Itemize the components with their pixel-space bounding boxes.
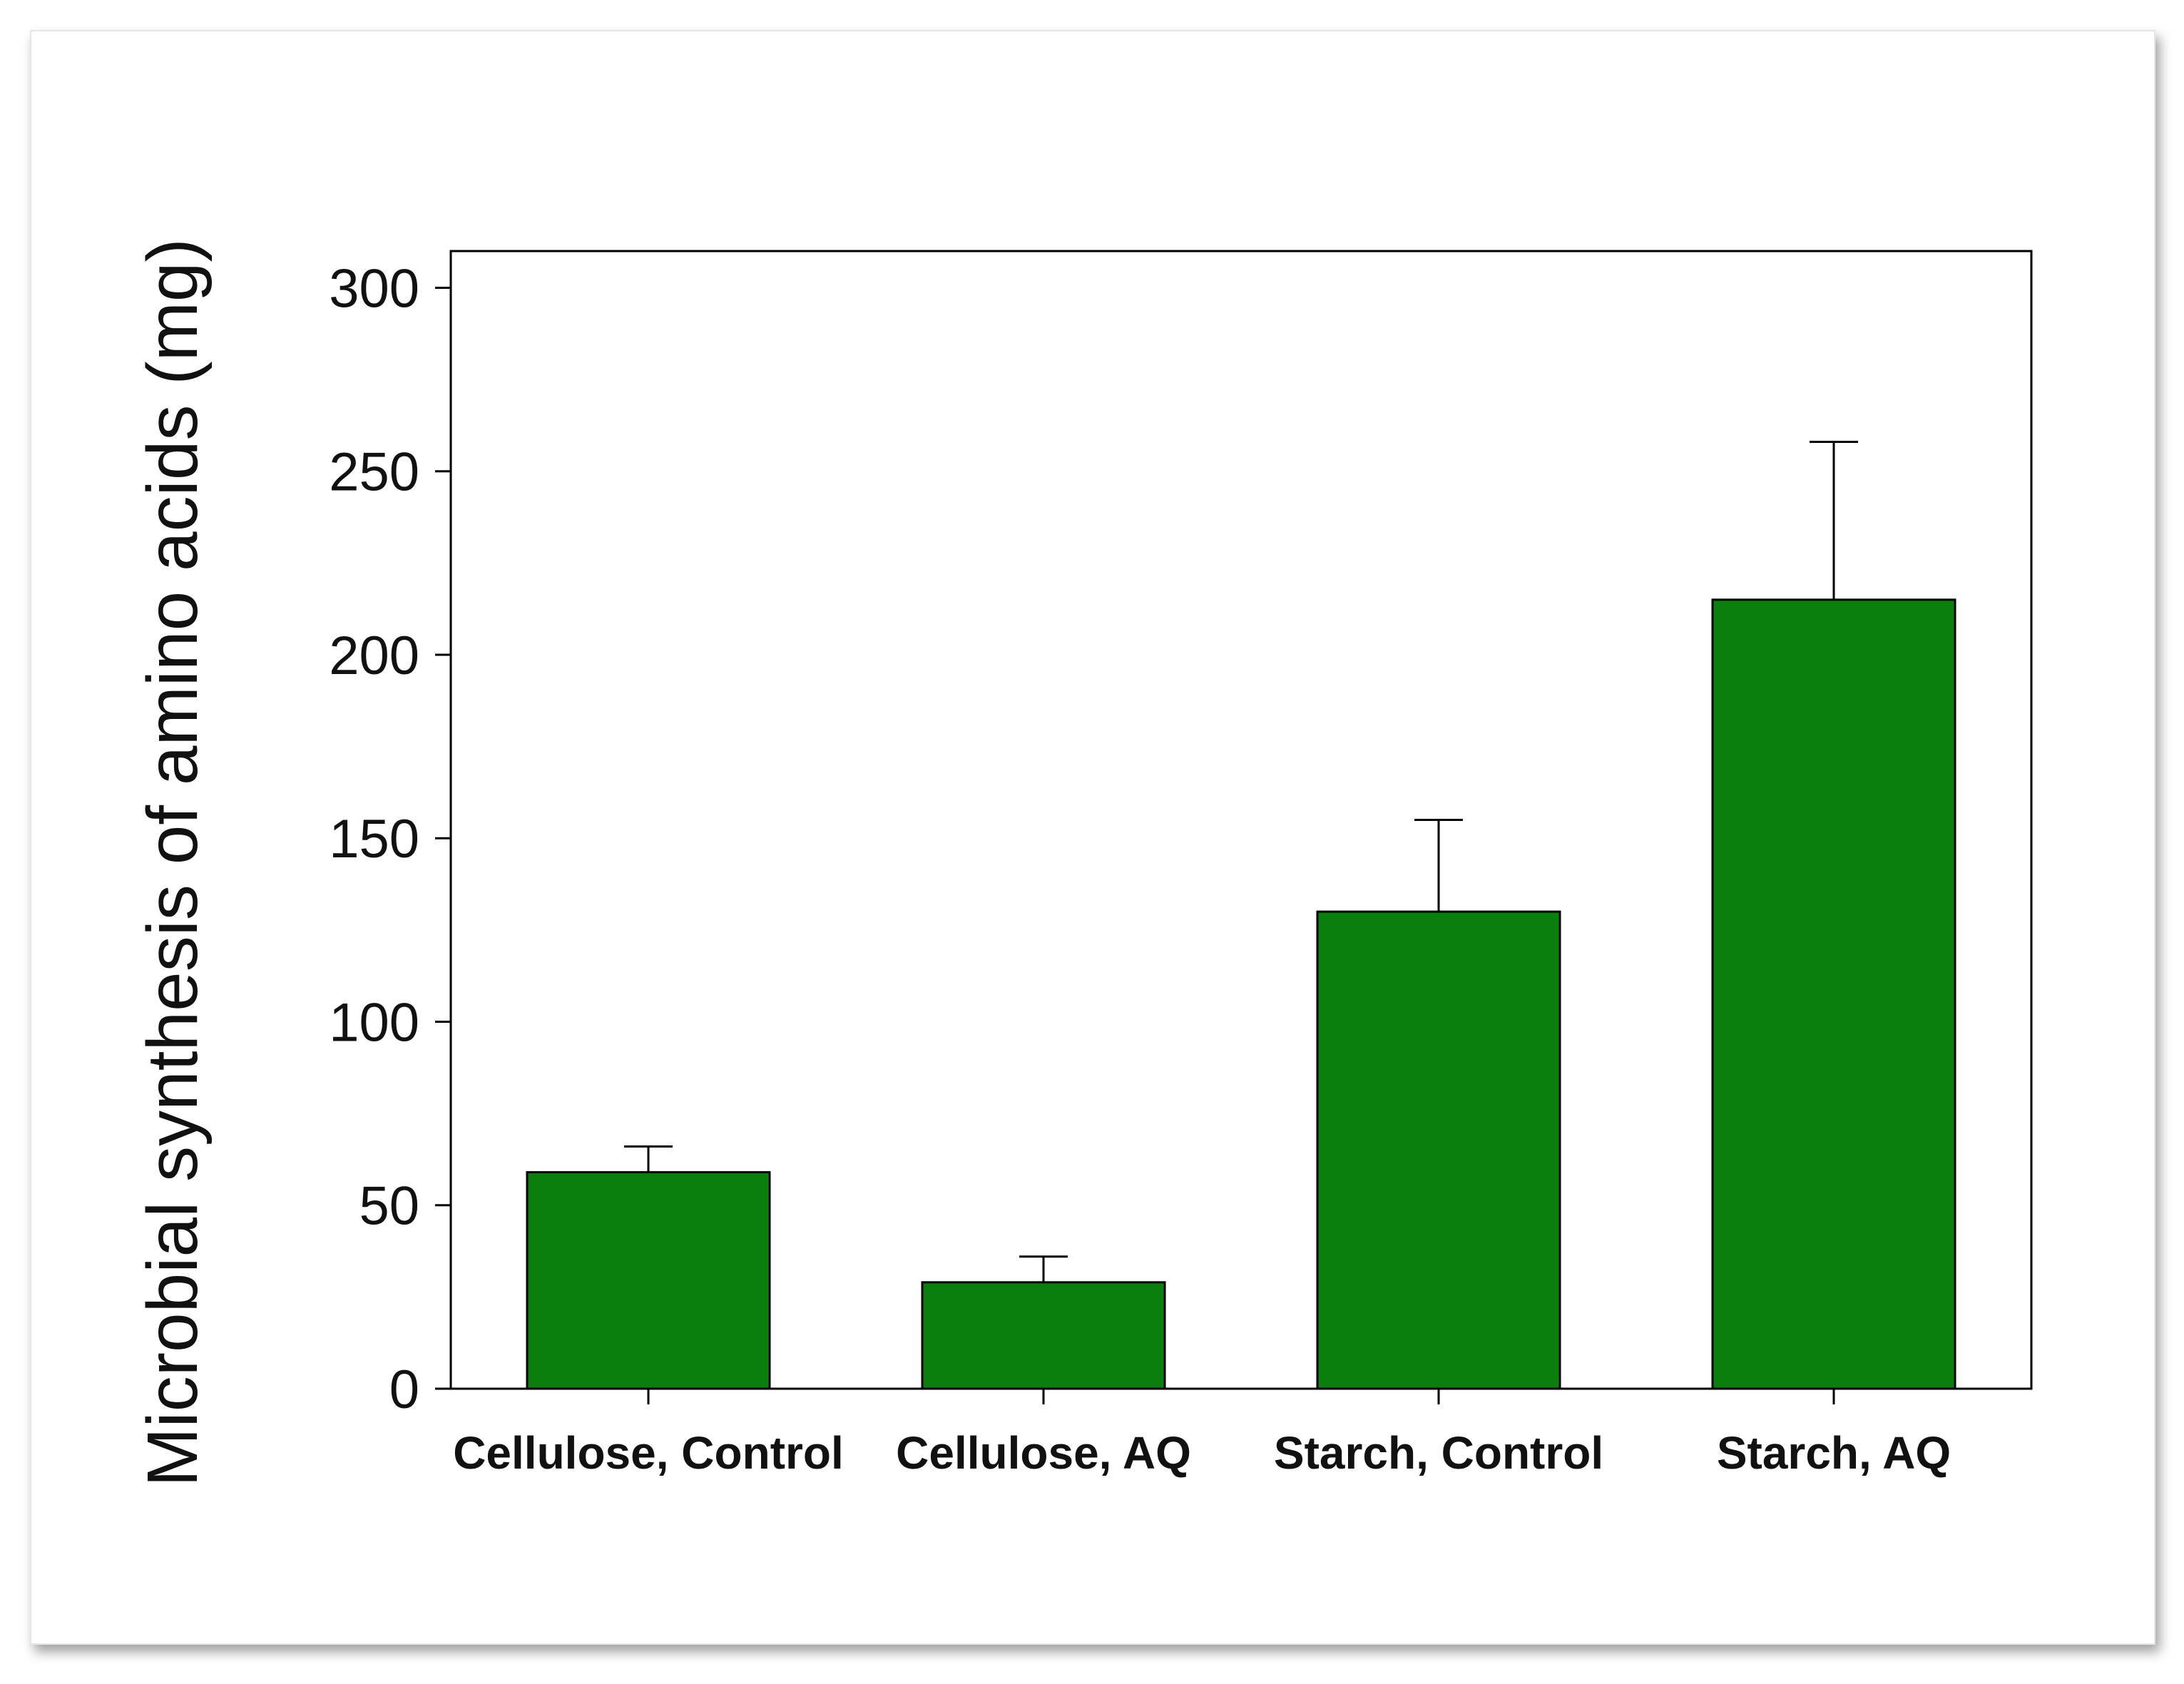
error-bars-layer — [624, 441, 1858, 1282]
bars-layer — [526, 598, 1956, 1390]
x-category-label: Starch, Control — [1274, 1427, 1603, 1479]
bar — [1711, 598, 1956, 1390]
x-category-label: Cellulose, AQ — [896, 1427, 1191, 1479]
x-category-label: Cellulose, Control — [453, 1427, 844, 1479]
y-tick-label: 150 — [329, 809, 419, 869]
bar — [921, 1281, 1166, 1390]
x-category-label: Starch, AQ — [1717, 1427, 1951, 1479]
bar — [1316, 910, 1561, 1390]
y-axis: 0 50 100 150 200 250 300 — [329, 258, 451, 1420]
plot-area-frame — [449, 250, 2033, 1390]
y-tick-label: 300 — [329, 258, 419, 319]
y-tick-label: 0 — [389, 1359, 419, 1420]
y-tick-label: 200 — [329, 626, 419, 686]
bar — [526, 1170, 771, 1390]
y-tick-label: 100 — [329, 992, 419, 1053]
x-axis: Cellulose, Control Cellulose, AQ Starch, C… — [453, 1389, 1951, 1479]
y-tick-label: 50 — [359, 1176, 419, 1237]
y-tick-label: 250 — [329, 442, 419, 503]
y-axis-title: Microbial synthesis of amino acids (mg) — [133, 238, 213, 1487]
